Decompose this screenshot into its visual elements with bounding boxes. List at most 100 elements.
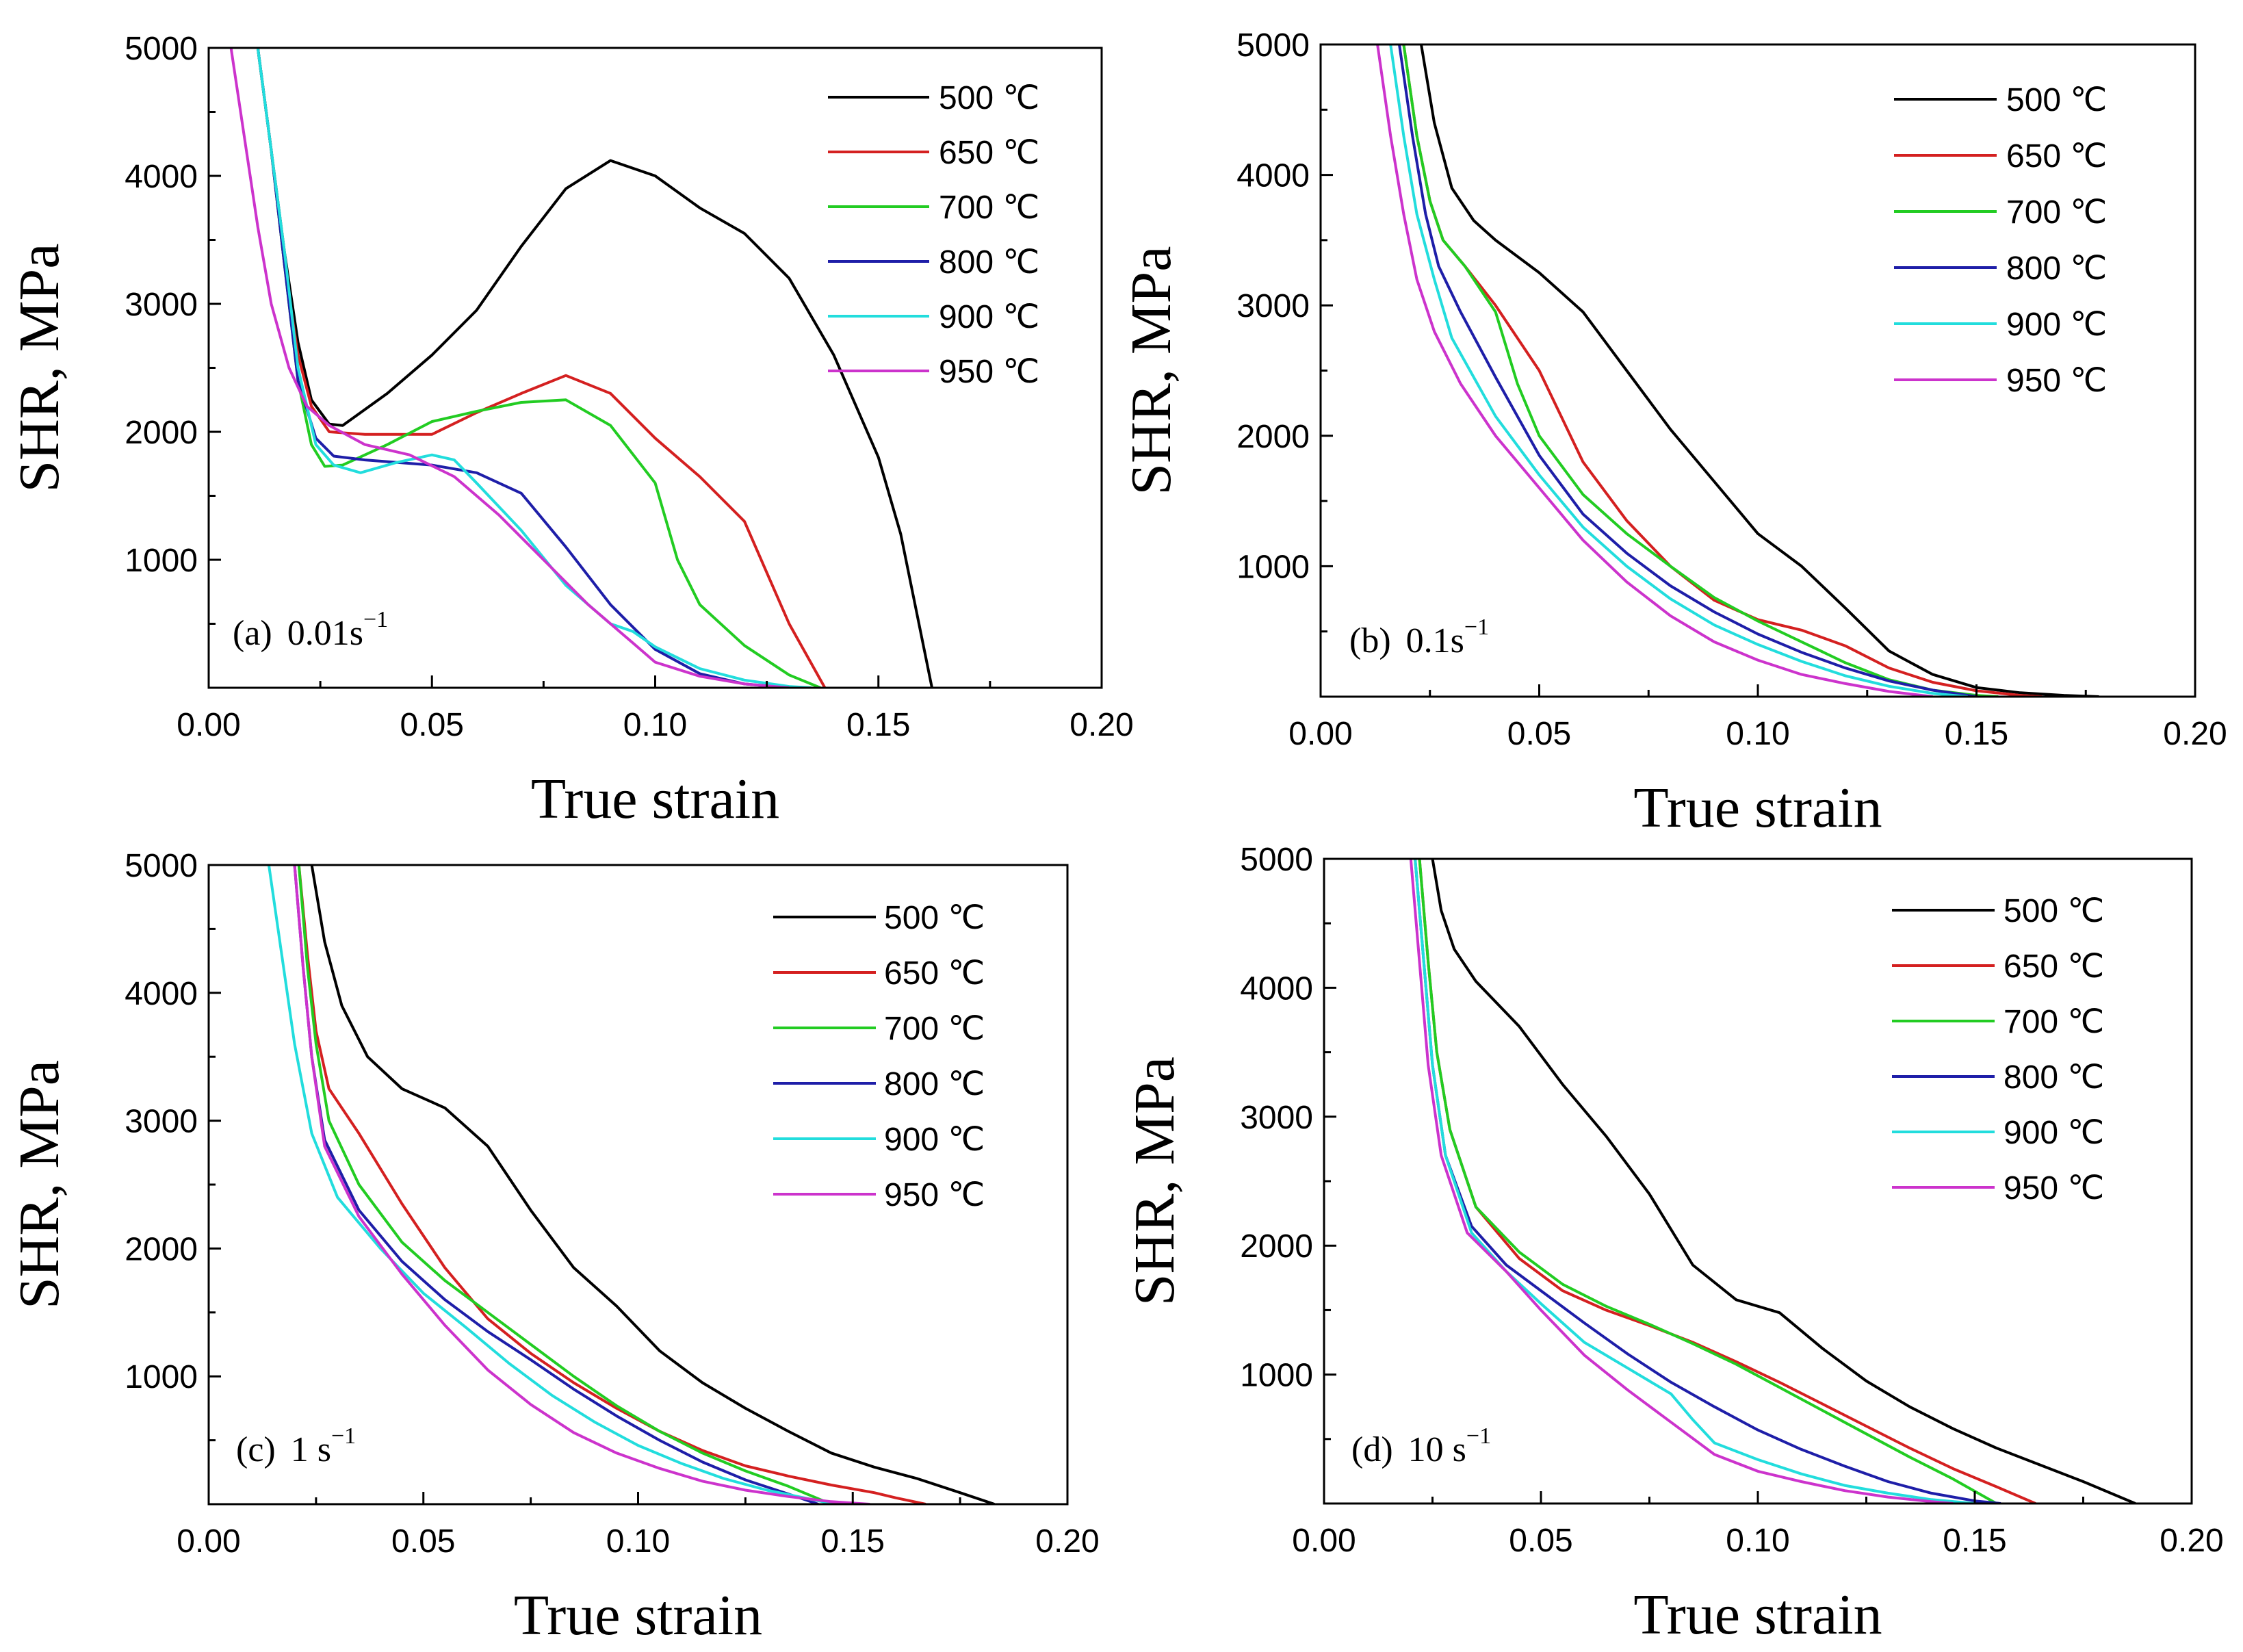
strain-rate-exponent: −1 <box>1466 1423 1491 1449</box>
x-tick-label: 0.15 <box>1943 1523 2006 1559</box>
y-tick-label: 5000 <box>1236 27 1310 64</box>
series-line-900 <box>1414 859 1975 1503</box>
strain-rate: 0.1s <box>1406 621 1464 660</box>
legend-label: 800 ℃ <box>884 1066 985 1102</box>
y-tick-label: 1000 <box>125 1359 198 1395</box>
y-tick-label: 2000 <box>1240 1228 1313 1265</box>
y-axis-label: SHR, MPa <box>1119 246 1183 495</box>
y-axis-label: SHR, MPa <box>8 243 71 492</box>
legend-label: 800 ℃ <box>2004 1059 2104 1096</box>
series-line-800 <box>1414 859 2001 1503</box>
legend-label: 500 ℃ <box>2004 893 2104 929</box>
y-tick-label: 5000 <box>125 848 198 884</box>
y-tick-label: 5000 <box>1240 842 1313 878</box>
series-line-700 <box>256 48 821 688</box>
legend-label: 800 ℃ <box>2006 250 2107 287</box>
series-line-800 <box>293 865 819 1504</box>
panel-label: (a) <box>233 614 272 653</box>
series-line-950 <box>1409 859 1954 1503</box>
x-axis-label: True strain <box>1633 1583 1882 1647</box>
y-tick-label: 3000 <box>1240 1100 1313 1136</box>
x-tick-label: 0.10 <box>606 1523 670 1560</box>
series-line-700 <box>297 865 832 1504</box>
panel-label: (d) <box>1351 1430 1393 1469</box>
x-tick-label: 0.20 <box>1035 1523 1099 1560</box>
legend-label: 650 ℃ <box>2006 138 2107 175</box>
series-line-650 <box>1402 44 2043 697</box>
series-line-900 <box>1389 44 1968 697</box>
x-tick-label: 0.20 <box>2163 716 2227 752</box>
x-tick-label: 0.20 <box>2160 1523 2223 1559</box>
series-line-650 <box>297 865 926 1504</box>
x-tick-label: 0.05 <box>400 707 464 743</box>
series-line-800 <box>256 48 790 688</box>
series-line-800 <box>1398 44 1977 697</box>
legend-label: 900 ℃ <box>2004 1115 2104 1151</box>
x-tick-label: 0.05 <box>1507 716 1571 752</box>
panel-label: (b) <box>1349 621 1391 660</box>
legend-label: 500 ℃ <box>884 900 985 936</box>
legend-label: 700 ℃ <box>2004 1004 2104 1040</box>
panel-a: 0.00 0.05 0.10 0.15 0.20 1000 2000 3000 4000 5000… <box>8 31 1134 831</box>
series-line-650 <box>1418 859 2036 1503</box>
x-tick-label: 0.15 <box>846 707 910 743</box>
x-tick-label: 0.00 <box>177 707 240 743</box>
y-tick-label: 4000 <box>1240 970 1313 1007</box>
y-tick-label: 3000 <box>1236 288 1310 324</box>
panel-b: 0.00 0.05 0.10 0.15 0.20 1000 2000 3000 4000 5000… <box>1119 27 2227 840</box>
y-axis-label: SHR, MPa <box>8 1060 71 1309</box>
y-tick-label: 3000 <box>125 1104 198 1140</box>
series-line-900 <box>267 865 836 1504</box>
x-tick-label: 0.10 <box>1726 1523 1789 1559</box>
x-tick-label: 0.05 <box>1509 1523 1572 1559</box>
legend-label: 650 ℃ <box>939 135 1039 171</box>
panel-d: 0.00 0.05 0.10 0.15 0.20 1000 2000 3000 4000 5000… <box>1123 842 2224 1647</box>
panel-annotation: (b) 0.1s−1 <box>1349 615 1489 660</box>
series-line-500 <box>256 48 933 688</box>
strain-rate-exponent: −1 <box>331 1423 356 1449</box>
x-tick-label: 0.15 <box>821 1523 885 1560</box>
y-tick-label: 3000 <box>125 287 198 323</box>
strain-rate-exponent: −1 <box>363 607 388 632</box>
legend-label: 900 ℃ <box>2006 307 2107 343</box>
x-axis-label: True strain <box>1633 776 1882 840</box>
y-tick-label: 4000 <box>125 159 198 195</box>
x-axis-label: True strain <box>514 1584 762 1647</box>
y-tick-label: 1000 <box>1240 1358 1313 1394</box>
x-tick-label: 0.10 <box>623 707 687 743</box>
panel-annotation: (d) 10 s−1 <box>1351 1423 1491 1469</box>
y-tick-label: 2000 <box>125 1231 198 1267</box>
panel-annotation: (c) 1 s−1 <box>236 1423 356 1469</box>
legend-label: 800 ℃ <box>939 244 1039 281</box>
series-line-950 <box>293 865 870 1504</box>
x-tick-label: 0.10 <box>1726 716 1789 752</box>
y-axis-label: SHR, MPa <box>1123 1057 1187 1306</box>
x-tick-label: 0.00 <box>1292 1523 1356 1559</box>
series-line-650 <box>256 48 827 688</box>
y-tick-label: 2000 <box>125 415 198 451</box>
y-tick-label: 2000 <box>1236 419 1310 455</box>
series-line-500 <box>310 865 995 1504</box>
y-tick-label: 4000 <box>125 976 198 1012</box>
x-tick-label: 0.00 <box>177 1523 240 1560</box>
legend-label: 950 ℃ <box>2006 363 2107 399</box>
panel-label: (c) <box>236 1430 276 1469</box>
series-line-500 <box>1420 44 2099 697</box>
y-tick-label: 4000 <box>1236 158 1310 194</box>
series-line-950 <box>229 48 790 688</box>
series-line-700 <box>1418 859 1997 1503</box>
legend-label: 950 ℃ <box>884 1177 985 1213</box>
strain-rate: 0.01s <box>287 614 363 653</box>
x-tick-label: 0.15 <box>1945 716 2008 752</box>
legend-label: 500 ℃ <box>2006 82 2107 118</box>
legend-label: 700 ℃ <box>939 190 1039 226</box>
strain-rate: 1 s <box>291 1430 331 1469</box>
y-tick-label: 1000 <box>1236 549 1310 585</box>
x-tick-label: 0.05 <box>391 1523 455 1560</box>
series-line-500 <box>1431 859 2136 1503</box>
strain-rate: 10 s <box>1408 1430 1466 1469</box>
legend-label: 500 ℃ <box>939 80 1039 116</box>
x-tick-label: 0.00 <box>1288 716 1352 752</box>
legend-label: 700 ℃ <box>2006 194 2107 231</box>
